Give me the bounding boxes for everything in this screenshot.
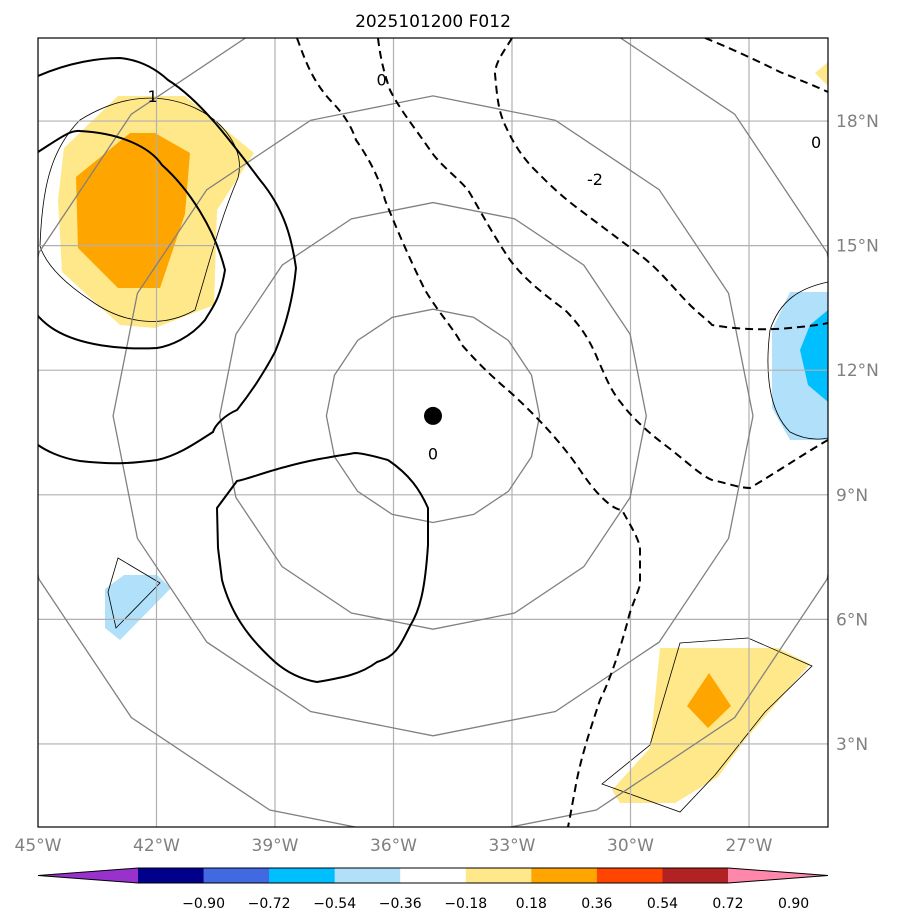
colorbar-tick-label: −0.18	[444, 896, 487, 912]
range-ring	[219, 201, 647, 630]
lon-tick-label: 27°W	[726, 836, 773, 856]
lat-tick-label: 3°N	[836, 735, 868, 755]
thin-contour-e	[767, 281, 828, 440]
figure-title: 2025101200 F012	[355, 12, 511, 32]
shade-region-orange-se	[687, 673, 731, 728]
thin-contour-layer	[39, 97, 828, 813]
lon-tick-label: 33°W	[489, 836, 536, 856]
contour-minus2-dashed-ne	[704, 38, 828, 93]
colorbar-tick-label: 0.72	[712, 896, 743, 912]
contour-positive-1-inner	[38, 129, 227, 350]
colorbar-segment	[728, 868, 828, 883]
colorbar-segment	[596, 868, 663, 883]
map-panel: 0 1 0 -2 0	[38, 38, 828, 827]
contour-positive-1-outer	[38, 56, 298, 465]
thin-contour-se	[601, 637, 813, 813]
shade-region-orange-nw	[76, 133, 190, 288]
colorbar-tick-label: 0.36	[581, 896, 612, 912]
contour-label: 0	[811, 133, 821, 152]
contour-label: 1	[147, 87, 157, 106]
lat-tick-label: 9°N	[836, 486, 868, 506]
latitude-tick-labels: 3°N 6°N 9°N 12°N 15°N 18°N	[836, 112, 879, 755]
lon-tick-label: 42°W	[133, 836, 180, 856]
colorbar-segment	[203, 868, 270, 883]
contour-zero-dashed	[296, 38, 641, 827]
storm-center-marker	[424, 406, 442, 425]
colorbar-tick-label: 0.54	[647, 896, 678, 912]
shade-region-yellow-ne	[815, 62, 828, 86]
graticule	[38, 38, 828, 827]
colorbar-segment	[334, 868, 401, 883]
thin-contour-nw	[39, 97, 240, 322]
colorbar: −0.90 −0.72 −0.54 −0.36 −0.18 0.18 0.36 …	[37, 867, 829, 912]
colorbar-tick-label: −0.72	[248, 896, 291, 912]
colorbar-outline	[37, 867, 829, 884]
contour-minus1-dashed	[377, 38, 828, 490]
contour-layer	[38, 38, 828, 827]
contour-minus2-dashed	[493, 38, 828, 331]
lon-tick-label: 30°W	[607, 836, 654, 856]
map-frame	[37, 37, 829, 828]
colorbar-tick-label: 0.90	[778, 896, 809, 912]
colorbar-tick-label: −0.54	[313, 896, 356, 912]
colorbar-tick-label: 0.18	[516, 896, 547, 912]
contour-label: 0	[428, 444, 438, 463]
colorbar-segment	[269, 868, 336, 883]
lon-tick-label: 45°W	[15, 836, 62, 856]
colorbar-segment	[138, 868, 205, 883]
colorbar-tick-labels: −0.90 −0.72 −0.54 −0.36 −0.18 0.18 0.36 …	[182, 896, 809, 912]
shade-region-yellow-se	[612, 648, 810, 803]
colorbar-segment	[662, 868, 729, 883]
thin-contour-w	[107, 557, 161, 629]
range-rings	[38, 38, 828, 827]
lat-tick-label: 15°N	[836, 237, 879, 257]
shade-region-blue-w	[105, 575, 171, 640]
longitude-tick-labels: 45°W 42°W 39°W 36°W 33°W 30°W 27°W	[15, 836, 773, 856]
range-ring	[38, 38, 828, 827]
contour-zero-center	[215, 451, 429, 684]
colorbar-segment	[531, 868, 598, 883]
lat-tick-label: 12°N	[836, 361, 879, 381]
contour-labels: 0 1 0 -2 0	[147, 71, 821, 464]
colorbar-segments	[38, 868, 828, 883]
colorbar-segment	[465, 868, 532, 883]
colorbar-tick-label: −0.36	[379, 896, 422, 912]
shade-region-deepblue-e	[800, 310, 828, 402]
range-ring	[112, 95, 754, 737]
contour-label: 0	[377, 71, 387, 90]
range-ring	[325, 308, 541, 524]
lat-tick-label: 18°N	[836, 112, 879, 132]
colorbar-tick-label: −0.90	[182, 896, 225, 912]
lat-tick-label: 6°N	[836, 610, 868, 630]
lon-tick-label: 39°W	[252, 836, 299, 856]
colorbar-segment	[38, 868, 138, 883]
contour-label: -2	[587, 170, 603, 189]
colorbar-segment	[400, 868, 467, 883]
lon-tick-label: 36°W	[370, 836, 417, 856]
